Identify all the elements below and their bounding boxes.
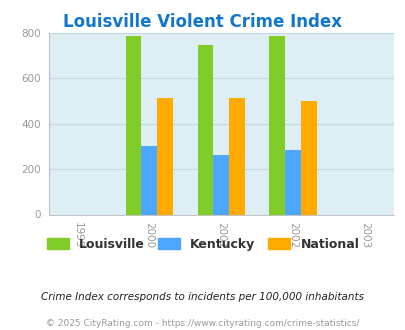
Text: Crime Index corresponds to incidents per 100,000 inhabitants: Crime Index corresponds to incidents per… (41, 292, 364, 302)
Bar (301, 101, 316, 214)
Text: Louisville Violent Crime Index: Louisville Violent Crime Index (63, 13, 342, 31)
Text: © 2025 CityRating.com - https://www.cityrating.com/crime-statistics/: © 2025 CityRating.com - https://www.city… (46, 319, 359, 328)
Bar (213, 155, 228, 214)
Bar (197, 46, 213, 214)
Bar (285, 150, 301, 214)
Bar (269, 36, 285, 214)
Bar (125, 36, 141, 214)
Bar (228, 98, 244, 214)
Bar (141, 147, 157, 214)
Legend: Louisville, Kentucky, National: Louisville, Kentucky, National (47, 238, 358, 251)
Bar (157, 98, 173, 214)
